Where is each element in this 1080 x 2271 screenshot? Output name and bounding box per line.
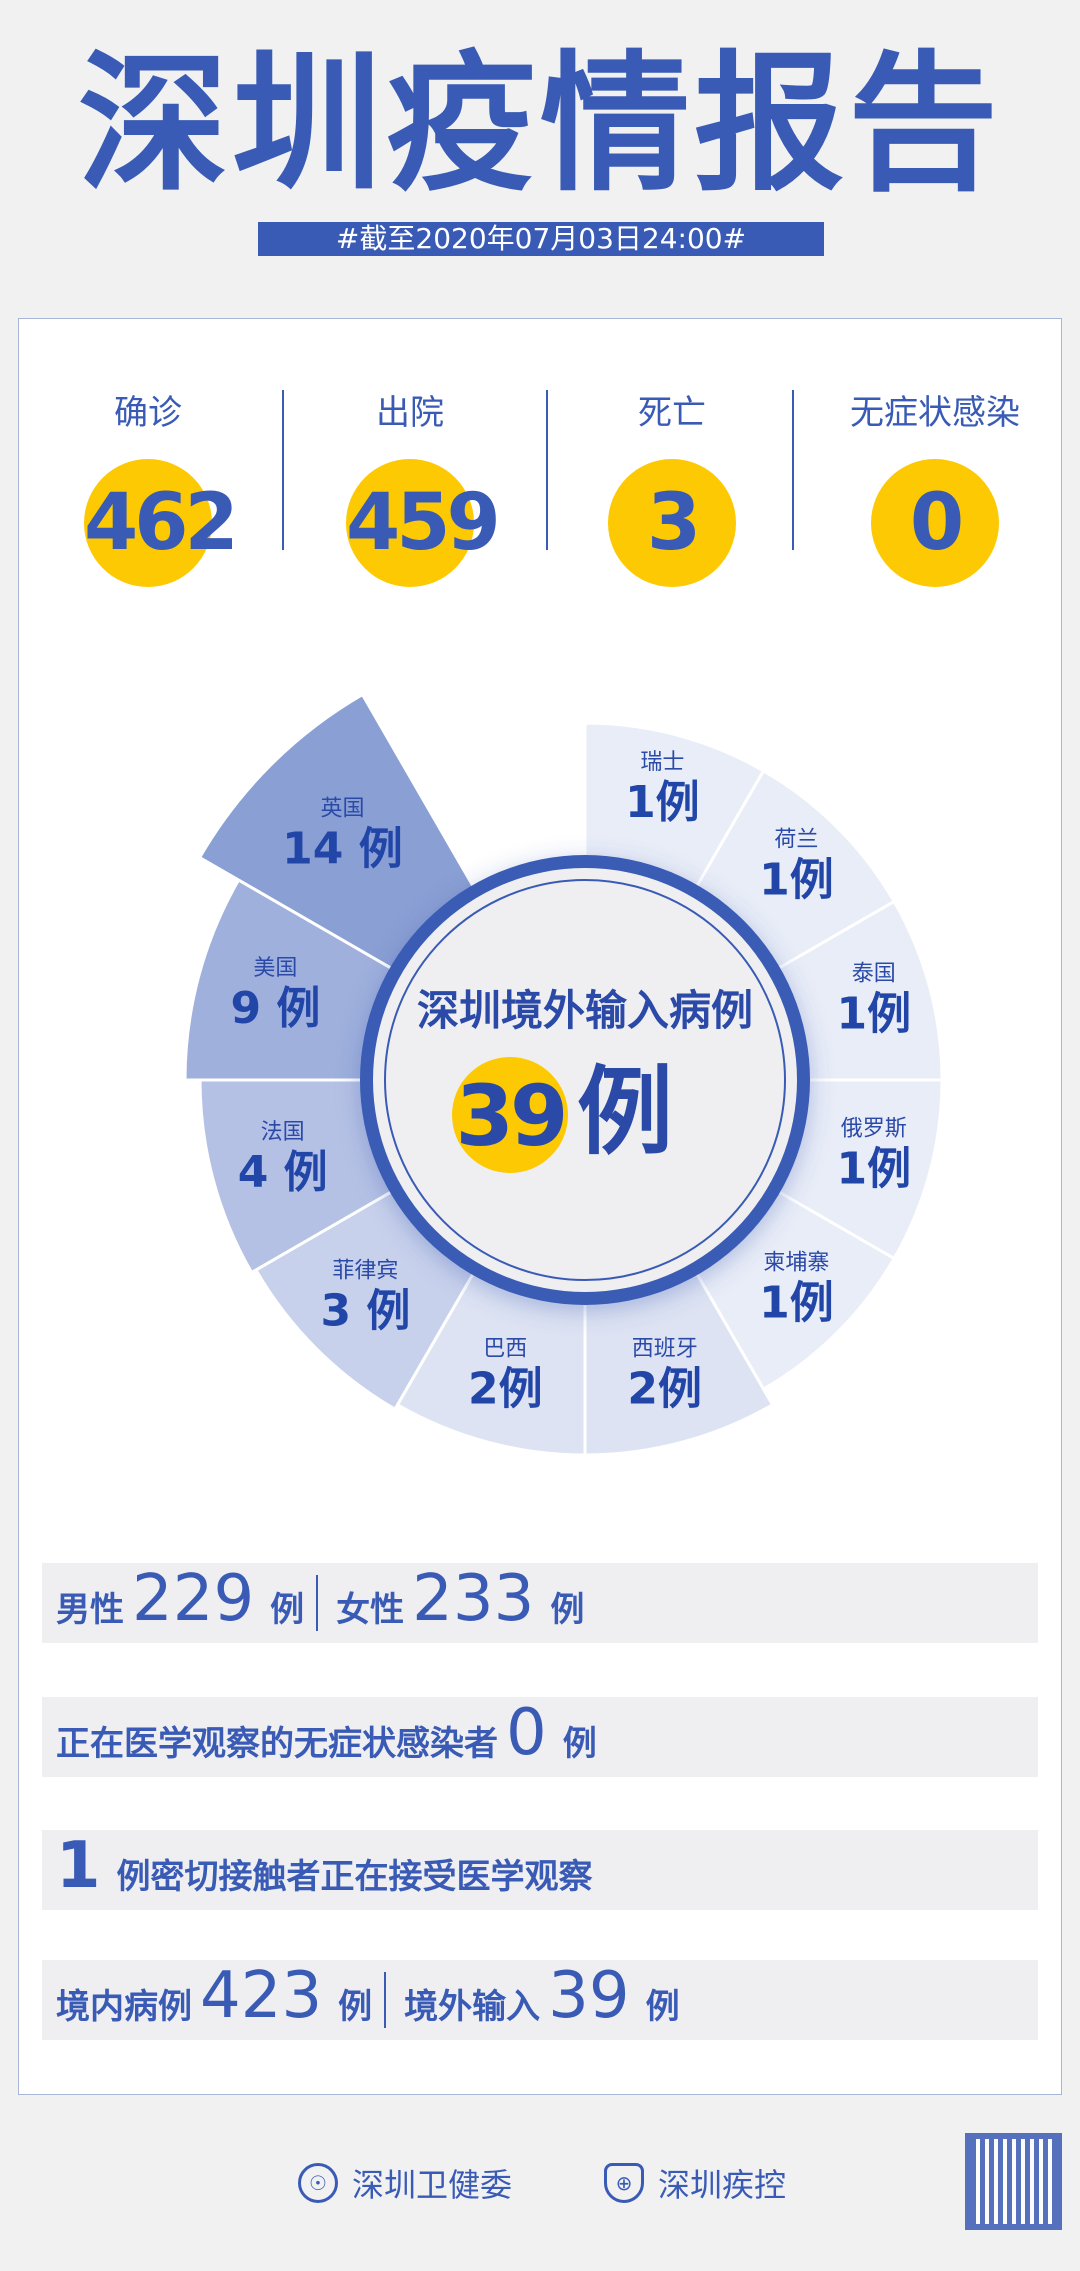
total-circle [452,1057,568,1173]
page-title: 深圳疫情报告 [77,38,1002,212]
male-label: 男性 [56,1590,124,1630]
stat-confirmed: 确诊 462 [48,385,248,587]
divider [316,1575,319,1631]
country-name: 菲律宾 [332,1259,398,1284]
local-count: 423 [200,1959,323,2033]
country-name: 柬埔寨 [763,1250,829,1275]
country-count: 1例 [836,989,911,1040]
unit: 例 [645,1987,680,2027]
stat-value: 462 [84,459,239,587]
asym-label: 正在医学观察的无症状感染者 [56,1724,498,1764]
local-label: 境内病例 [56,1987,192,2027]
divider [282,390,284,550]
male-count: 229 [132,1562,255,1636]
country-name: 俄罗斯 [841,1116,907,1141]
country-name: 巴西 [483,1337,527,1362]
asym-count: 0 [506,1696,547,1770]
country-count: 1例 [759,1277,834,1328]
stat-label: 无症状感染 [850,393,1020,433]
unit: 例 [562,1724,597,1764]
org2-label: 深圳疾控 [658,2166,787,2204]
center-disc [373,868,797,1292]
stat-value: 459 [346,459,501,587]
female-count: 233 [412,1562,535,1636]
divider [792,390,794,550]
inner-ring [384,879,786,1281]
country-count: 1例 [836,1143,911,1194]
cdc-shield-logo-icon: ⊕ [604,2163,644,2203]
country-name: 泰国 [852,962,896,987]
female-label: 女性 [336,1590,405,1630]
asymptomatic-row: 正在医学观察的无症状感染者 0 例 [42,1697,1038,1777]
country-count: 14 例 [282,823,403,874]
country-name: 英国 [320,796,364,821]
stat-label: 确诊 [114,393,182,433]
org1-label: 深圳卫健委 [352,2166,513,2204]
stat-value: 0 [871,459,999,587]
stat-deaths: 死亡 3 [572,385,772,587]
unit: 例 [550,1590,585,1630]
center-unit: 例 [577,1056,673,1168]
unit: 例 [270,1590,305,1630]
country-count: 3 例 [320,1286,410,1337]
footer-org1: ☉ 深圳卫健委 [298,2160,512,2206]
stat-label: 出院 [376,393,444,433]
country-count: 1例 [759,855,834,906]
gender-row: 男性 229 例 女性 233 例 [42,1563,1038,1643]
country-count: 4 例 [238,1147,328,1198]
country-name: 西班牙 [632,1337,698,1362]
contacts-count: 1 [56,1829,101,1903]
contacts-label: 例密切接触者正在接受医学观察 [116,1857,593,1897]
date-banner: #截至2020年07月03日24:00# [258,222,824,256]
footer-org2: ⊕ 深圳疾控 [604,2160,786,2206]
stat-value: 3 [608,459,736,587]
divider [384,1972,387,2028]
country-name: 荷兰 [774,828,818,853]
country-name: 法国 [261,1120,305,1145]
country-count: 9 例 [230,983,320,1034]
qr-code-icon [965,2133,1062,2230]
import-count: 39 [548,1959,630,2033]
country-count: 2例 [627,1364,702,1415]
center-total: 39 [456,1067,565,1165]
stat-asymptomatic: 无症状感染 0 [835,385,1035,587]
health-commission-logo-icon: ☉ [298,2163,338,2203]
import-label: 境外输入 [404,1987,541,2027]
stat-label: 死亡 [638,393,706,433]
center-title: 深圳境外输入病例 [417,986,753,1035]
country-name: 瑞士 [640,750,684,775]
origin-row: 境内病例 423 例 境外输入 39 例 [42,1960,1038,2040]
country-name: 美国 [253,956,297,981]
country-count: 1例 [625,777,700,828]
unit: 例 [338,1987,373,2027]
contacts-row: 1 例密切接触者正在接受医学观察 [42,1830,1038,1910]
country-count: 2例 [468,1364,543,1415]
divider [546,390,548,550]
stat-discharged: 出院 459 [310,385,510,587]
